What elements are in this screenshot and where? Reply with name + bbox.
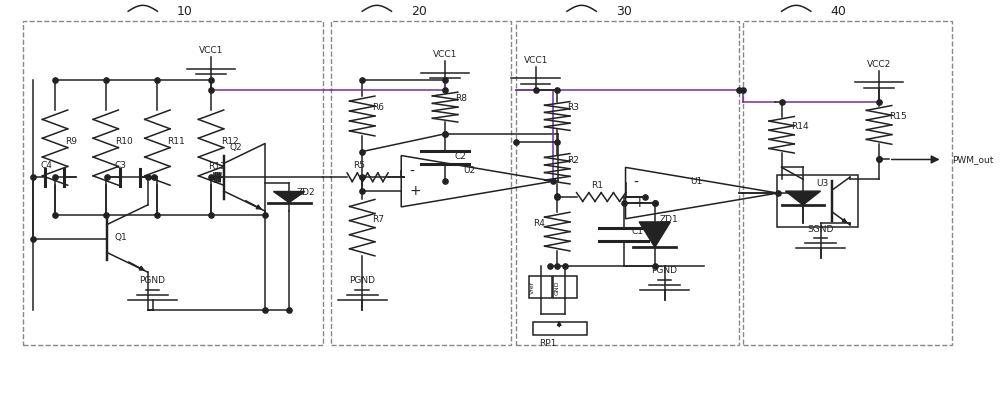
Text: R15: R15 — [889, 112, 907, 121]
Text: +: + — [409, 184, 421, 198]
Text: VCC1: VCC1 — [199, 46, 223, 55]
Text: U1: U1 — [691, 177, 703, 186]
Text: PGND: PGND — [140, 276, 166, 285]
Text: C2: C2 — [455, 152, 467, 162]
Text: GND: GND — [555, 281, 560, 295]
Polygon shape — [785, 191, 821, 205]
Text: C4: C4 — [40, 161, 52, 170]
Text: R8: R8 — [455, 94, 467, 103]
Text: SGND: SGND — [807, 225, 834, 234]
Text: +: + — [633, 196, 645, 210]
Text: VCC1: VCC1 — [433, 50, 457, 59]
Text: VCC1: VCC1 — [524, 56, 548, 64]
Text: U2: U2 — [463, 166, 476, 175]
Polygon shape — [639, 222, 670, 247]
Text: PGND: PGND — [652, 266, 678, 275]
Bar — [529, 276, 552, 298]
Text: 30: 30 — [616, 5, 632, 18]
Text: R5: R5 — [353, 161, 365, 170]
Text: VCC2: VCC2 — [867, 60, 891, 68]
Text: R7: R7 — [372, 215, 384, 224]
Text: PWM_out: PWM_out — [952, 155, 994, 164]
Text: 10: 10 — [177, 5, 193, 18]
Text: Vref: Vref — [530, 281, 535, 294]
Text: Q2: Q2 — [230, 142, 242, 152]
Text: R3: R3 — [567, 103, 579, 112]
Text: R6: R6 — [372, 103, 384, 112]
Bar — [777, 175, 858, 227]
Text: PGND: PGND — [349, 276, 375, 285]
Bar — [516, 21, 739, 345]
Text: -: - — [409, 164, 414, 178]
Text: R13: R13 — [208, 162, 225, 171]
Bar — [331, 21, 511, 345]
Text: R11: R11 — [167, 137, 185, 146]
Text: R12: R12 — [221, 137, 238, 146]
Text: R1: R1 — [591, 181, 603, 190]
Bar — [743, 21, 952, 345]
Text: Q1: Q1 — [115, 234, 127, 242]
Text: 20: 20 — [411, 5, 427, 18]
Bar — [553, 276, 577, 298]
Text: U3: U3 — [816, 179, 828, 188]
Text: 40: 40 — [830, 5, 846, 18]
Bar — [23, 21, 323, 345]
Text: C1: C1 — [631, 226, 643, 236]
Text: RP1: RP1 — [539, 339, 556, 348]
Text: R14: R14 — [791, 122, 809, 131]
Polygon shape — [273, 191, 305, 203]
Text: -: - — [633, 176, 638, 190]
Text: C3: C3 — [115, 161, 127, 170]
Text: R10: R10 — [115, 137, 133, 146]
Bar — [533, 322, 587, 336]
Text: ZD1: ZD1 — [660, 215, 678, 224]
Text: R2: R2 — [567, 156, 579, 165]
Text: R4: R4 — [533, 219, 545, 228]
Text: R9: R9 — [65, 137, 77, 146]
Text: ZD2: ZD2 — [297, 188, 316, 197]
